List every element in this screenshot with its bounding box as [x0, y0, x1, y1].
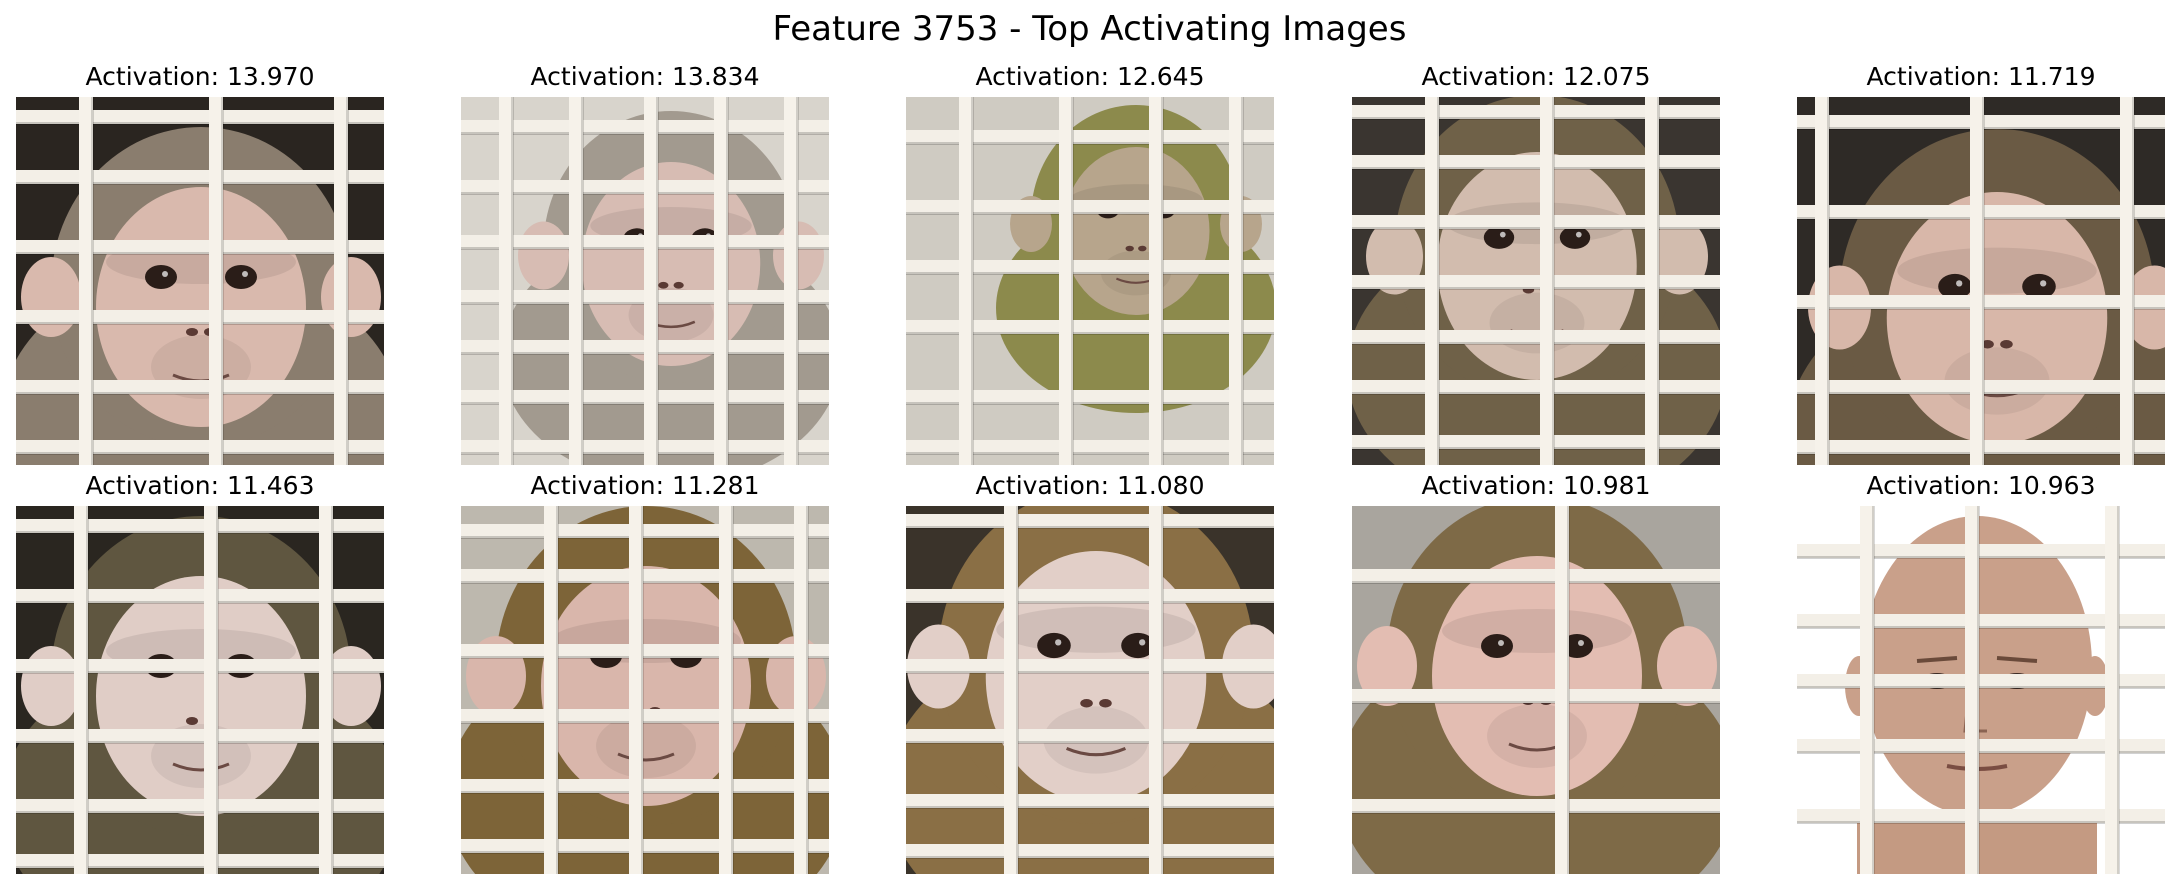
photo-illustration	[16, 97, 384, 465]
activating-image	[16, 506, 384, 874]
activation-label: Activation: 12.075	[1421, 62, 1651, 91]
activating-image	[906, 97, 1274, 465]
cage-bars	[1797, 97, 2165, 465]
activation-label: Activation: 11.463	[85, 471, 315, 500]
cage-bars	[461, 97, 829, 465]
photo-illustration	[906, 506, 1274, 874]
activation-label: Activation: 10.963	[1866, 471, 2096, 500]
activation-label: Activation: 11.281	[530, 471, 760, 500]
activation-label: Activation: 11.080	[975, 471, 1205, 500]
photo-illustration	[1797, 506, 2165, 874]
activating-image	[16, 97, 384, 465]
activating-image	[1797, 506, 2165, 874]
photo-illustration	[1352, 506, 1720, 874]
activating-image	[1797, 97, 2165, 465]
cage-bars	[1352, 506, 1720, 874]
photo-illustration	[1797, 97, 2165, 465]
cage-bars	[906, 97, 1274, 465]
activating-image	[1352, 506, 1720, 874]
photo-illustration	[461, 97, 829, 465]
figure-title: Feature 3753 - Top Activating Images	[772, 9, 1407, 49]
activation-label: Activation: 11.719	[1866, 62, 2096, 91]
photo-illustration	[16, 506, 384, 874]
cage-bars	[16, 97, 384, 465]
cage-bars	[1797, 506, 2165, 874]
activating-image	[461, 506, 829, 874]
activation-label: Activation: 12.645	[975, 62, 1205, 91]
activation-label: Activation: 13.834	[530, 62, 760, 91]
photo-illustration	[1352, 97, 1720, 465]
activating-image	[906, 506, 1274, 874]
cage-bars	[461, 506, 829, 874]
photo-illustration	[461, 506, 829, 874]
activation-label: Activation: 10.981	[1421, 471, 1651, 500]
activating-image	[461, 97, 829, 465]
cage-bars	[1352, 97, 1720, 465]
photo-illustration	[906, 97, 1274, 465]
cage-bars	[906, 506, 1274, 874]
activating-image	[1352, 97, 1720, 465]
activation-label: Activation: 13.970	[85, 62, 315, 91]
cage-bars	[16, 506, 384, 874]
